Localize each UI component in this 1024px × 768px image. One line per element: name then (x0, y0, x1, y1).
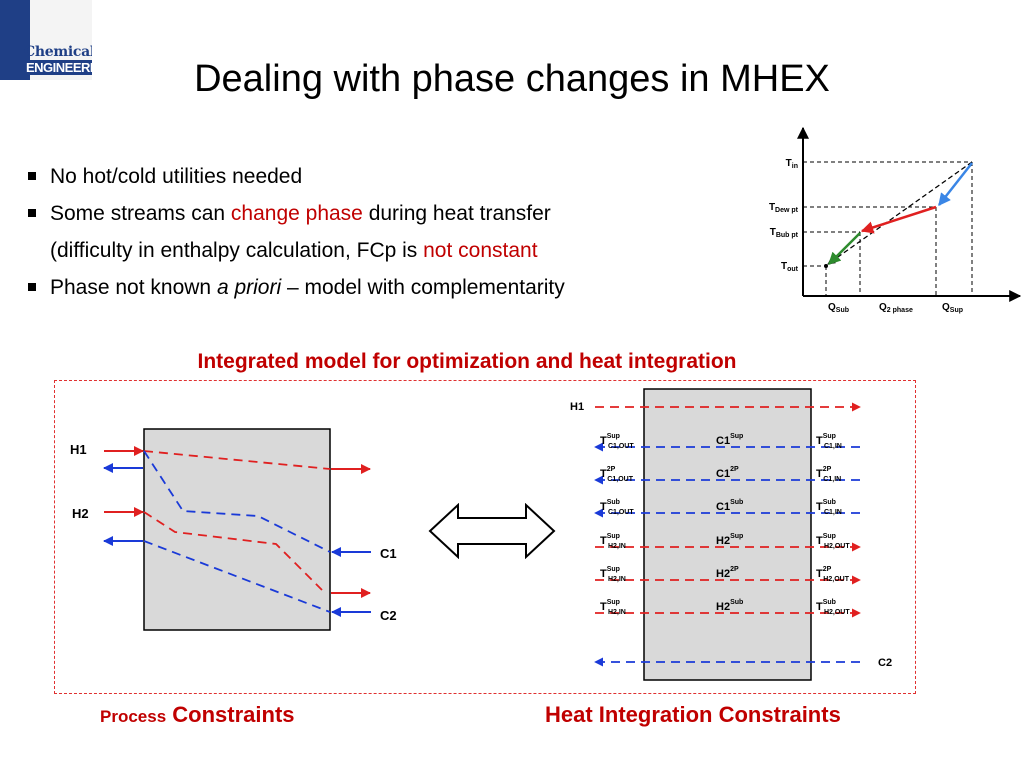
outlet-temperature-label: TSub H2,OUT (816, 599, 850, 616)
inlet-temperature-label: TSup H2,IN (600, 599, 626, 616)
outlet-temperature-label: TSub C1,IN (816, 499, 842, 516)
inlet-temperature-label: TSup C1,OUT (600, 433, 634, 450)
substream-label: H22P (716, 566, 739, 580)
overall-dashed-line (827, 161, 973, 265)
bullet-square-icon (28, 283, 36, 291)
outlet-temperature-label: TSup C1,IN (816, 433, 842, 450)
bullet-text: – model with complementarity (281, 276, 565, 299)
highlight-text: change phase (230, 202, 363, 225)
t-dew-label: TDew pt (769, 202, 799, 214)
process-constraints-caption: Process Constraints (100, 702, 295, 728)
h1-path (143, 450, 331, 470)
logo-text-engineering: ENGINEERING (24, 60, 92, 75)
substream-label: C1Sub (716, 499, 743, 513)
process-block (143, 428, 331, 631)
outlet-temperature-label: T2P C1,IN (816, 466, 841, 483)
inlet-temperature-label: TSup H2,IN (600, 566, 626, 583)
slide-title: Dealing with phase changes in MHEX (194, 58, 830, 100)
logo-text-chemical: Chemical (24, 44, 92, 60)
bullet-text: during heat transfer (362, 202, 551, 225)
equivalence-arrow-icon (428, 503, 556, 559)
caption-small-text: Process (100, 707, 167, 726)
outlet-point (824, 264, 828, 268)
stream-rows: TSup C1,OUT C1Sup TSup C1,IN T2P C1,OUT C12P T2P… (594, 433, 861, 618)
highlight-text: not constant (423, 239, 538, 262)
substream-label: C1Sup (716, 433, 743, 447)
h2-label: H2 (72, 506, 89, 521)
bullet-text: No hot/cold utilities needed (50, 165, 303, 188)
model-enclosure (54, 380, 916, 694)
c1-label: C1 (380, 546, 397, 561)
t-out-label: Tout (781, 261, 799, 273)
bullet-square-icon (28, 209, 36, 217)
heat-integration-diagram: H1 TSup C1,OUT C1Sup TSup C1,IN T2P C1,OUT C12P… (570, 388, 892, 681)
substream-label: H2Sub (716, 599, 743, 613)
chemical-engineering-logo: Chemical ENGINEERING (0, 0, 92, 80)
bullet-item: Phase not known a priori – model with co… (26, 269, 726, 306)
h1-label: H1 (70, 442, 87, 457)
two-phase-segment (860, 205, 937, 234)
bullet-item: No hot/cold utilities needed (26, 158, 726, 195)
caption-big-text: Constraints (172, 702, 295, 727)
superheated-segment (938, 162, 973, 206)
inlet-temperature-label: TSup H2,IN (600, 533, 626, 550)
outlet-temperature-label: T2P H2,OUT (816, 566, 850, 583)
guide-lines (803, 161, 973, 296)
subcooled-segment (828, 232, 861, 265)
bullet-text: Some streams can (50, 202, 231, 225)
c2-label: C2 (380, 608, 397, 623)
substream-label: C12P (716, 466, 739, 480)
bullet-list: No hot/cold utilities needed Some stream… (26, 158, 726, 306)
h2-path (143, 511, 323, 591)
c2-stream-label: C2 (878, 657, 892, 669)
mhex-block (643, 388, 812, 681)
c2-path (143, 540, 331, 613)
c1-path (143, 450, 331, 553)
process-diagram: H1 H2 C1 C2 (70, 428, 397, 631)
inlet-temperature-label: TSub C1,OUT (600, 499, 634, 516)
bullet-square-icon (28, 172, 36, 180)
t-in-label: Tin (786, 158, 798, 170)
q-sub-label: QSub (828, 302, 849, 314)
substream-label: H2Sup (716, 533, 743, 547)
t-bub-label: TBub pt (770, 227, 799, 239)
phase-change-diagram: Tin TDew pt TBub pt Tout QSub Q2 phase Q… (769, 126, 1022, 314)
section-heading: Integrated model for optimization and he… (197, 350, 737, 373)
bullet-text: Phase not known (50, 276, 217, 299)
q-sup-label: QSup (942, 302, 963, 314)
bullet-text: (difficulty in enthalpy calculation, FCp… (50, 239, 424, 262)
bullet-continuation: (difficulty in enthalpy calculation, FCp… (26, 232, 726, 269)
heat-integration-caption: Heat Integration Constraints (545, 702, 841, 727)
q-2phase-label: Q2 phase (879, 302, 913, 314)
outlet-temperature-label: TSup H2,OUT (816, 533, 850, 550)
bullet-item: Some streams can change phase during hea… (26, 195, 726, 232)
h1-stream-label: H1 (570, 401, 584, 413)
emphasis-text: a priori (216, 276, 282, 299)
inlet-temperature-label: T2P C1,OUT (600, 466, 634, 483)
